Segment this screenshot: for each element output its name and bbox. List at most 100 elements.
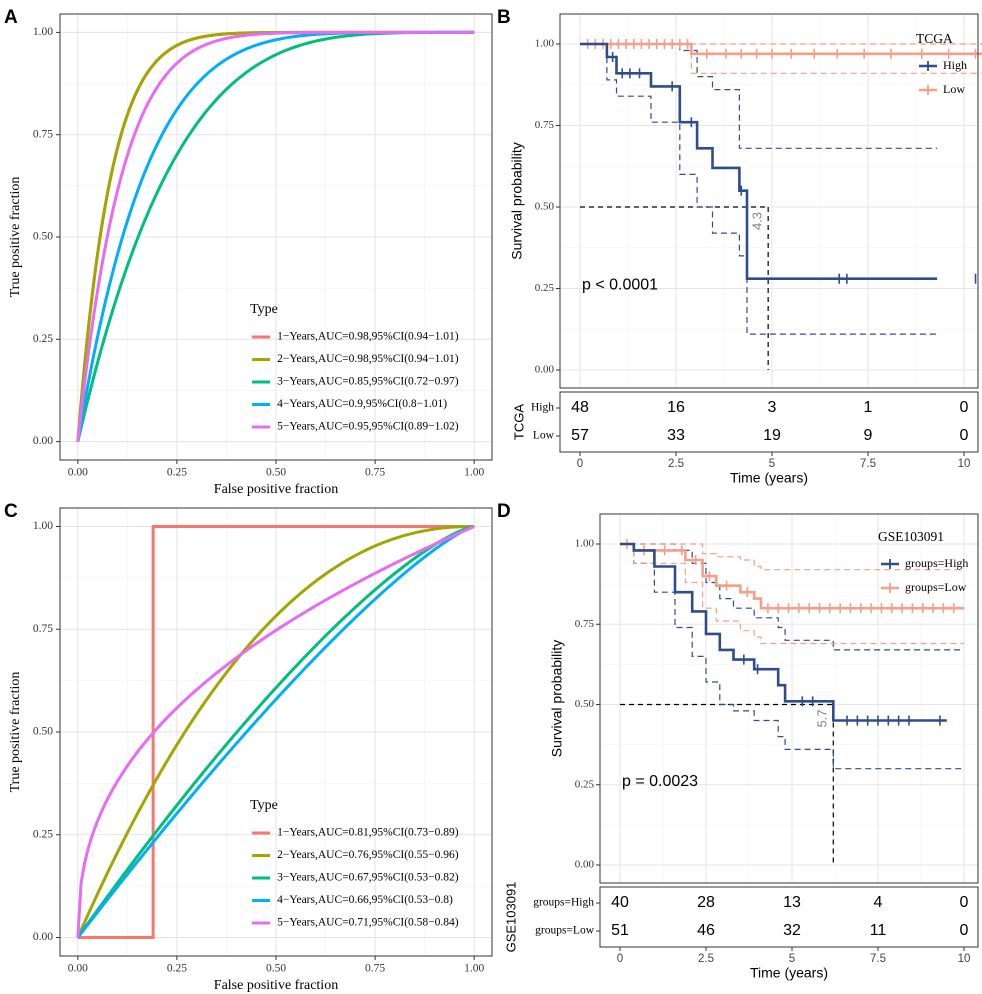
- plot-frame-b: [559, 13, 979, 389]
- x-tick-label: 2.5: [698, 953, 714, 965]
- risk-table-count: 16: [667, 399, 685, 416]
- risk-table-count: 13: [783, 894, 801, 911]
- legend-label: 1−Years,AUC=0.81,95%CI(0.73−0.89): [277, 827, 459, 839]
- risk-table-row-label: groups=High: [533, 897, 594, 909]
- risk-table-frame: [599, 886, 979, 948]
- x-tick-label: 7.5: [860, 458, 876, 470]
- x-tick-label: 0: [617, 953, 623, 965]
- legend-label: 2−Years,AUC=0.98,95%CI(0.94−1.01): [277, 353, 459, 365]
- x-tick-label: 0.75: [365, 467, 385, 479]
- risk-table-row-label: Low: [533, 430, 555, 442]
- y-tick-label: 0.75: [575, 618, 595, 630]
- legend-title: Type: [250, 798, 278, 813]
- y-tick-label: 0.25: [575, 778, 595, 790]
- risk-table-count: 48: [571, 399, 589, 416]
- y-tick-label: 0.75: [33, 623, 53, 635]
- roc-curve-5-years: [76, 525, 475, 938]
- x-tick-label: 0: [577, 458, 583, 470]
- x-tick-label: 0.00: [68, 467, 88, 479]
- y-tick-label: 0.75: [33, 128, 53, 140]
- y-tick-label: 1.00: [33, 520, 53, 532]
- p-value: p = 0.0023: [622, 773, 698, 790]
- p-value: p < 0.0001: [582, 276, 658, 293]
- median-label: 5.7: [815, 709, 830, 727]
- plot-frame-a: [59, 13, 493, 461]
- risk-table-count: 1: [864, 399, 873, 416]
- legend-title: TCGA: [916, 31, 953, 46]
- risk-table-count: 46: [697, 922, 715, 939]
- y-tick-label: 1.00: [575, 538, 595, 550]
- x-tick-label: 5: [789, 953, 795, 965]
- risk-table-title: GSE103091: [503, 882, 518, 953]
- y-tick-label: 0.50: [33, 726, 53, 738]
- risk-table-count: 0: [960, 427, 969, 444]
- y-tick-label: 0.50: [535, 201, 555, 213]
- legend-label: 2−Years,AUC=0.76,95%CI(0.55−0.96): [277, 849, 459, 861]
- legend-label: groups=High: [905, 556, 968, 570]
- x-tick-label: 1.00: [464, 963, 484, 975]
- x-tick-label: 1.00: [464, 467, 484, 479]
- x-tick-label: 7.5: [870, 953, 886, 965]
- y-axis-title: True positive fraction: [8, 177, 23, 298]
- y-tick-label: 0.00: [575, 859, 595, 871]
- roc-curve-4-years: [76, 525, 475, 939]
- x-tick-label: 2.5: [668, 458, 684, 470]
- y-tick-label: 0.25: [33, 333, 53, 345]
- x-tick-label: 5: [769, 458, 775, 470]
- legend-label: groups=Low: [905, 580, 967, 594]
- plot-frame-c: [59, 507, 493, 957]
- legend-title: Type: [250, 302, 278, 317]
- y-tick-label: 1.00: [535, 38, 555, 50]
- ci-upper-groups-low: [620, 543, 964, 571]
- x-tick-label: 0.75: [365, 963, 385, 975]
- legend-label: 4−Years,AUC=0.9,95%CI(0.8−1.01): [277, 398, 447, 410]
- y-axis-title: True positive fraction: [8, 672, 23, 793]
- risk-table-count: 51: [611, 922, 629, 939]
- y-axis-title: Survival probability: [549, 640, 565, 758]
- x-axis-title: False positive fraction: [214, 978, 338, 993]
- y-tick-label: 0.00: [33, 435, 53, 447]
- x-tick-label: 10: [958, 458, 971, 470]
- x-tick-label: 0.50: [266, 467, 286, 479]
- x-tick-label: 0.25: [167, 963, 187, 975]
- x-axis-title: Time (years): [730, 470, 808, 486]
- risk-table-count: 28: [697, 894, 715, 911]
- roc-curve-5-years: [76, 30, 475, 443]
- panel-letter: B: [497, 7, 511, 28]
- legend-label: 1−Years,AUC=0.98,95%CI(0.94−1.01): [277, 331, 459, 343]
- risk-table-count: 9: [864, 427, 873, 444]
- risk-table-count: 4: [874, 894, 883, 911]
- risk-table-count: 0: [960, 894, 969, 911]
- risk-table-count: 0: [960, 399, 969, 416]
- legend-label: High: [943, 58, 967, 72]
- legend-label: 4−Years,AUC=0.66,95%CI(0.53−0.8): [277, 894, 453, 906]
- risk-table-row-label: groups=Low: [535, 925, 595, 937]
- legend-title: GSE103091: [878, 529, 944, 544]
- risk-table-title: TCGA: [511, 404, 526, 440]
- legend-label: 3−Years,AUC=0.67,95%CI(0.53−0.82): [277, 872, 459, 884]
- risk-table-count: 57: [571, 427, 589, 444]
- ci-upper-groups-high: [620, 543, 964, 651]
- risk-table-count: 33: [667, 427, 685, 444]
- legend-label: Low: [943, 82, 965, 96]
- risk-table-count: 11: [870, 922, 887, 939]
- risk-table-count: 40: [611, 894, 629, 911]
- y-tick-label: 0.00: [535, 364, 555, 376]
- median-label: 4.3: [750, 212, 765, 230]
- x-tick-label: 0.00: [68, 963, 88, 975]
- panel-letter: A: [4, 7, 18, 28]
- risk-table-count: 3: [768, 399, 777, 416]
- risk-table-count: 19: [763, 427, 781, 444]
- y-tick-label: 0.00: [33, 931, 53, 943]
- y-tick-label: 0.50: [575, 698, 595, 710]
- y-tick-label: 1.00: [33, 26, 53, 38]
- roc-curve-2-years: [76, 525, 475, 939]
- x-axis-title: False positive fraction: [214, 482, 338, 497]
- panel-letter: D: [497, 501, 511, 522]
- y-tick-label: 0.25: [535, 282, 555, 294]
- y-tick-label: 0.50: [33, 231, 53, 243]
- risk-table-count: 0: [960, 922, 969, 939]
- survival-curve-groups-low: [620, 542, 964, 610]
- legend-label: 3−Years,AUC=0.85,95%CI(0.72−0.97): [277, 376, 459, 388]
- risk-table-count: 32: [783, 922, 801, 939]
